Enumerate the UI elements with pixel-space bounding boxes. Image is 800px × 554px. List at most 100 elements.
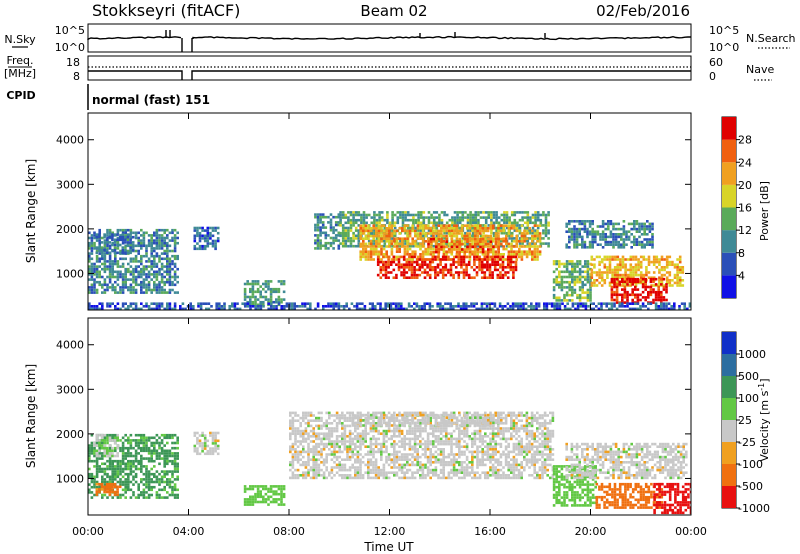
heatmap-cell [121, 446, 125, 450]
heatmap-cell [406, 234, 409, 238]
heatmap-cell [612, 246, 615, 249]
heatmap-cell [514, 268, 518, 272]
heatmap-cell [384, 266, 388, 269]
heatmap-cell [673, 281, 677, 285]
heatmap-cell [103, 260, 107, 263]
heatmap-cell [95, 449, 99, 453]
heatmap-cell [509, 266, 513, 269]
heatmap-cell [533, 245, 537, 248]
heatmap-cell [657, 285, 660, 289]
heatmap-cell [291, 471, 295, 474]
heatmap-cell [214, 447, 217, 450]
heatmap-cell [360, 216, 363, 219]
heatmap-cell [100, 241, 104, 244]
heatmap-cell [316, 213, 320, 216]
heatmap-cell [158, 241, 161, 245]
heatmap-cell [98, 273, 101, 276]
heatmap-cell [254, 307, 257, 310]
heatmap-cell [665, 288, 668, 291]
heatmap-cell [166, 291, 169, 294]
heatmap-cell [637, 268, 640, 272]
heatmap-cell [379, 307, 382, 310]
heatmap-cell [613, 255, 617, 259]
heatmap-cell [294, 427, 297, 430]
heatmap-cell [153, 239, 156, 242]
heatmap-cell [304, 474, 308, 477]
heatmap-cell [176, 496, 179, 499]
heatmap-cell [352, 231, 355, 235]
heatmap-cell [630, 246, 633, 249]
heatmap-cell [457, 260, 461, 264]
heatmap-cell [419, 229, 423, 232]
heatmap-cell [568, 240, 571, 244]
heatmap-cell [442, 250, 446, 253]
heatmap-cell [98, 265, 101, 268]
heatmap-cell [367, 227, 370, 230]
heatmap-cell [491, 302, 494, 305]
heatmap-cell [614, 243, 618, 246]
heatmap-cell [370, 231, 374, 235]
heatmap-cell [304, 411, 308, 415]
heatmap-cell [319, 228, 322, 232]
heatmap-cell [160, 496, 164, 499]
heatmap-cell [121, 248, 125, 252]
heatmap-cell [160, 475, 164, 479]
heatmap-cell [633, 220, 636, 223]
heatmap-cell [291, 432, 295, 435]
heatmap-cell [362, 221, 366, 225]
heatmap-cell [173, 265, 177, 268]
heatmap-cell [620, 238, 623, 241]
heatmap-cell [129, 488, 133, 492]
heatmap-cell [626, 296, 629, 299]
heatmap-cell [440, 245, 443, 249]
heatmap-cell [90, 305, 94, 308]
heatmap-cell [665, 290, 668, 294]
heatmap-cell [395, 242, 399, 246]
heatmap-cell [544, 218, 548, 222]
heatmap-cell [116, 283, 120, 287]
heatmap-cell [603, 271, 607, 274]
heatmap-cell [155, 241, 159, 245]
heatmap-cell [625, 235, 628, 239]
heatmap-cell [147, 493, 151, 497]
heatmap-cell [681, 279, 685, 282]
heatmap-cell [314, 241, 317, 245]
heatmap-cell [108, 267, 112, 271]
heatmap-cell [402, 266, 406, 269]
heatmap-cell [121, 246, 125, 249]
heatmap-cell [140, 480, 143, 484]
heatmap-cell [88, 257, 91, 261]
heatmap-cell [621, 266, 625, 269]
heatmap-cell [93, 475, 96, 479]
heatmap-cell [113, 485, 117, 489]
heatmap-cell [137, 252, 140, 255]
heatmap-cell [616, 281, 620, 285]
heatmap-cell [339, 218, 342, 222]
heatmap-cell [299, 453, 302, 456]
heatmap-cell [488, 276, 492, 279]
heatmap-cell [463, 224, 466, 227]
heatmap-cell [388, 224, 391, 227]
heatmap-cell [176, 439, 179, 442]
heatmap-cell [315, 435, 318, 438]
heatmap-cell [334, 215, 338, 219]
heatmap-cell [166, 270, 169, 274]
heatmap-cell [289, 435, 292, 438]
heatmap-cell [636, 307, 640, 310]
heatmap-cell [108, 278, 112, 281]
heatmap-cell [594, 240, 597, 244]
heatmap-cell [88, 491, 91, 494]
heatmap-cell [155, 491, 159, 494]
heatmap-cell [124, 467, 127, 471]
heatmap-cell [124, 491, 127, 494]
heatmap-cell [421, 260, 424, 264]
heatmap-cell [282, 495, 286, 499]
heatmap-cell [314, 228, 317, 232]
heatmap-cell [98, 235, 101, 239]
heatmap-cell [163, 488, 166, 492]
heatmap-cell [460, 258, 463, 261]
heatmap-cell [369, 227, 373, 230]
heatmap-cell [565, 275, 569, 279]
heatmap-cell [671, 284, 674, 287]
heatmap-cell [160, 470, 164, 473]
